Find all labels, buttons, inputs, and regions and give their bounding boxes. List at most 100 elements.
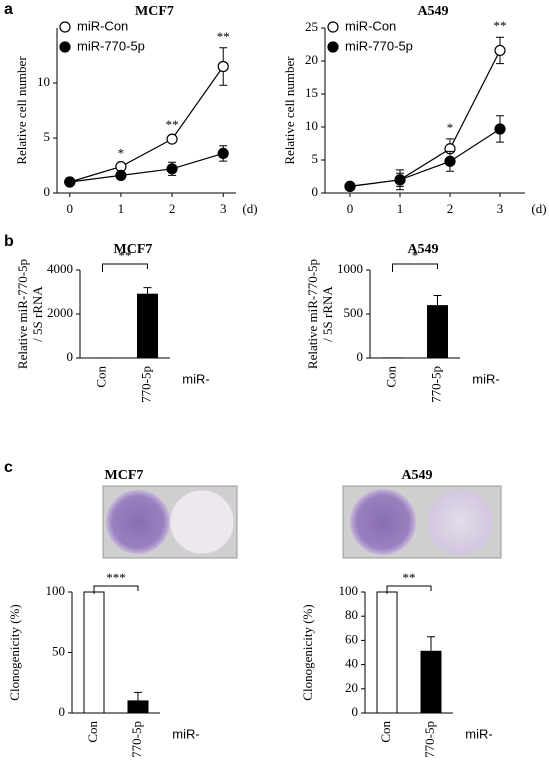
significance-bracket <box>93 585 139 594</box>
legend-marker <box>327 41 339 53</box>
significance-label: * <box>447 120 454 135</box>
y-tick-label: 20 <box>345 680 358 695</box>
x-axis-label: (d) <box>531 201 546 216</box>
error-bar <box>143 287 152 295</box>
plate-image <box>102 485 238 559</box>
y-tick-label: 100 <box>339 583 359 598</box>
x-tick-label: 1 <box>397 201 404 216</box>
x-axis-label: (d) <box>242 201 257 216</box>
legend-label: miR-770-5p <box>345 38 413 53</box>
bar <box>137 293 158 359</box>
significance-bracket <box>386 585 432 594</box>
data-point <box>217 147 229 159</box>
y-tick-label: 50 <box>52 643 65 658</box>
y-tick-label: 0 <box>357 349 364 364</box>
x-tick-label: 770-5p <box>138 366 153 403</box>
y-axis-label: / 5S rRNA <box>30 286 45 342</box>
chart-title: MCF7 <box>105 468 144 483</box>
y-axis-label: Relative miR-770-5p <box>305 259 320 369</box>
significance-label: * <box>118 145 125 160</box>
significance-label: *** <box>106 570 126 585</box>
y-tick-label: 4000 <box>47 261 73 276</box>
x-axis-label: miR- <box>465 726 492 741</box>
y-tick-label: 0 <box>44 184 51 199</box>
chart-title: MCF7 <box>135 4 174 19</box>
x-tick-label: 770-5p <box>428 366 443 403</box>
y-tick-label: 60 <box>345 631 358 646</box>
y-tick-label: 5 <box>312 151 319 166</box>
data-point <box>494 123 506 135</box>
error-bar <box>134 691 142 701</box>
x-tick-label: 0 <box>67 201 74 216</box>
x-tick-label: 3 <box>220 201 227 216</box>
panel-label: b <box>4 233 14 250</box>
data-point <box>217 60 229 73</box>
series-line <box>349 128 501 187</box>
significance-label: ** <box>217 29 230 44</box>
x-axis-label: miR- <box>172 726 199 741</box>
data-point <box>394 174 406 186</box>
significance-bracket <box>392 263 438 272</box>
y-tick-label: 1000 <box>337 261 363 276</box>
data-point <box>166 133 178 145</box>
x-tick-label: 2 <box>447 201 454 216</box>
significance-label: * <box>412 248 419 263</box>
data-point <box>444 155 456 167</box>
y-tick-label: 0 <box>59 704 66 719</box>
panel-label: c <box>4 459 13 476</box>
chart-title: A549 <box>407 242 438 257</box>
x-tick-label: 3 <box>497 201 504 216</box>
legend-marker <box>59 41 71 53</box>
legend-label: miR-770-5p <box>77 38 145 53</box>
x-tick-label: Con <box>85 721 100 743</box>
x-tick-label: 770-5p <box>422 721 437 758</box>
x-tick-label: Con <box>383 366 398 388</box>
y-tick-label: 15 <box>305 85 318 100</box>
y-axis-label: Relative miR-770-5p <box>15 259 30 369</box>
data-point <box>166 163 178 175</box>
significance-label: ** <box>119 248 132 263</box>
significance-label: ** <box>403 570 416 585</box>
error-bar <box>433 295 442 306</box>
y-tick-label: 5 <box>44 129 51 144</box>
bar <box>83 591 105 714</box>
error-bar <box>427 636 435 652</box>
bar <box>376 591 398 714</box>
x-tick-label: 770-5p <box>129 721 144 758</box>
chart-title: A549 <box>417 4 448 19</box>
y-tick-label: 0 <box>67 349 74 364</box>
series-line <box>349 50 501 187</box>
plate-image <box>342 485 502 559</box>
legend-marker <box>327 21 339 33</box>
x-tick-label: Con <box>378 721 393 743</box>
series-line <box>69 152 224 183</box>
y-tick-label: 80 <box>345 607 358 622</box>
x-axis-label: miR- <box>182 371 209 386</box>
x-axis-label: miR- <box>472 371 499 386</box>
y-axis-label: Relative cell number <box>14 56 29 165</box>
chart-title: MCF7 <box>114 242 153 257</box>
data-point <box>64 176 76 188</box>
y-tick-label: 0 <box>352 704 359 719</box>
y-axis-label: Relative cell number <box>282 56 297 165</box>
legend-label: miR-Con <box>345 18 396 33</box>
y-tick-label: 2000 <box>47 305 73 320</box>
bar <box>427 305 448 359</box>
y-tick-label: 0 <box>312 184 319 199</box>
data-point <box>344 180 356 192</box>
significance-bracket <box>102 263 148 272</box>
bar <box>420 650 442 714</box>
y-tick-label: 40 <box>345 656 358 671</box>
y-tick-label: 25 <box>305 19 318 34</box>
legend-label: miR-Con <box>77 18 128 33</box>
y-tick-label: 20 <box>305 52 318 67</box>
x-tick-label: 2 <box>169 201 176 216</box>
legend-marker <box>59 21 71 33</box>
data-point <box>494 44 506 57</box>
x-tick-label: 1 <box>118 201 125 216</box>
y-tick-label: 10 <box>305 118 318 133</box>
y-axis-label: Clonogenicity (%) <box>7 604 22 700</box>
significance-label: ** <box>494 18 507 33</box>
data-point <box>115 169 127 181</box>
